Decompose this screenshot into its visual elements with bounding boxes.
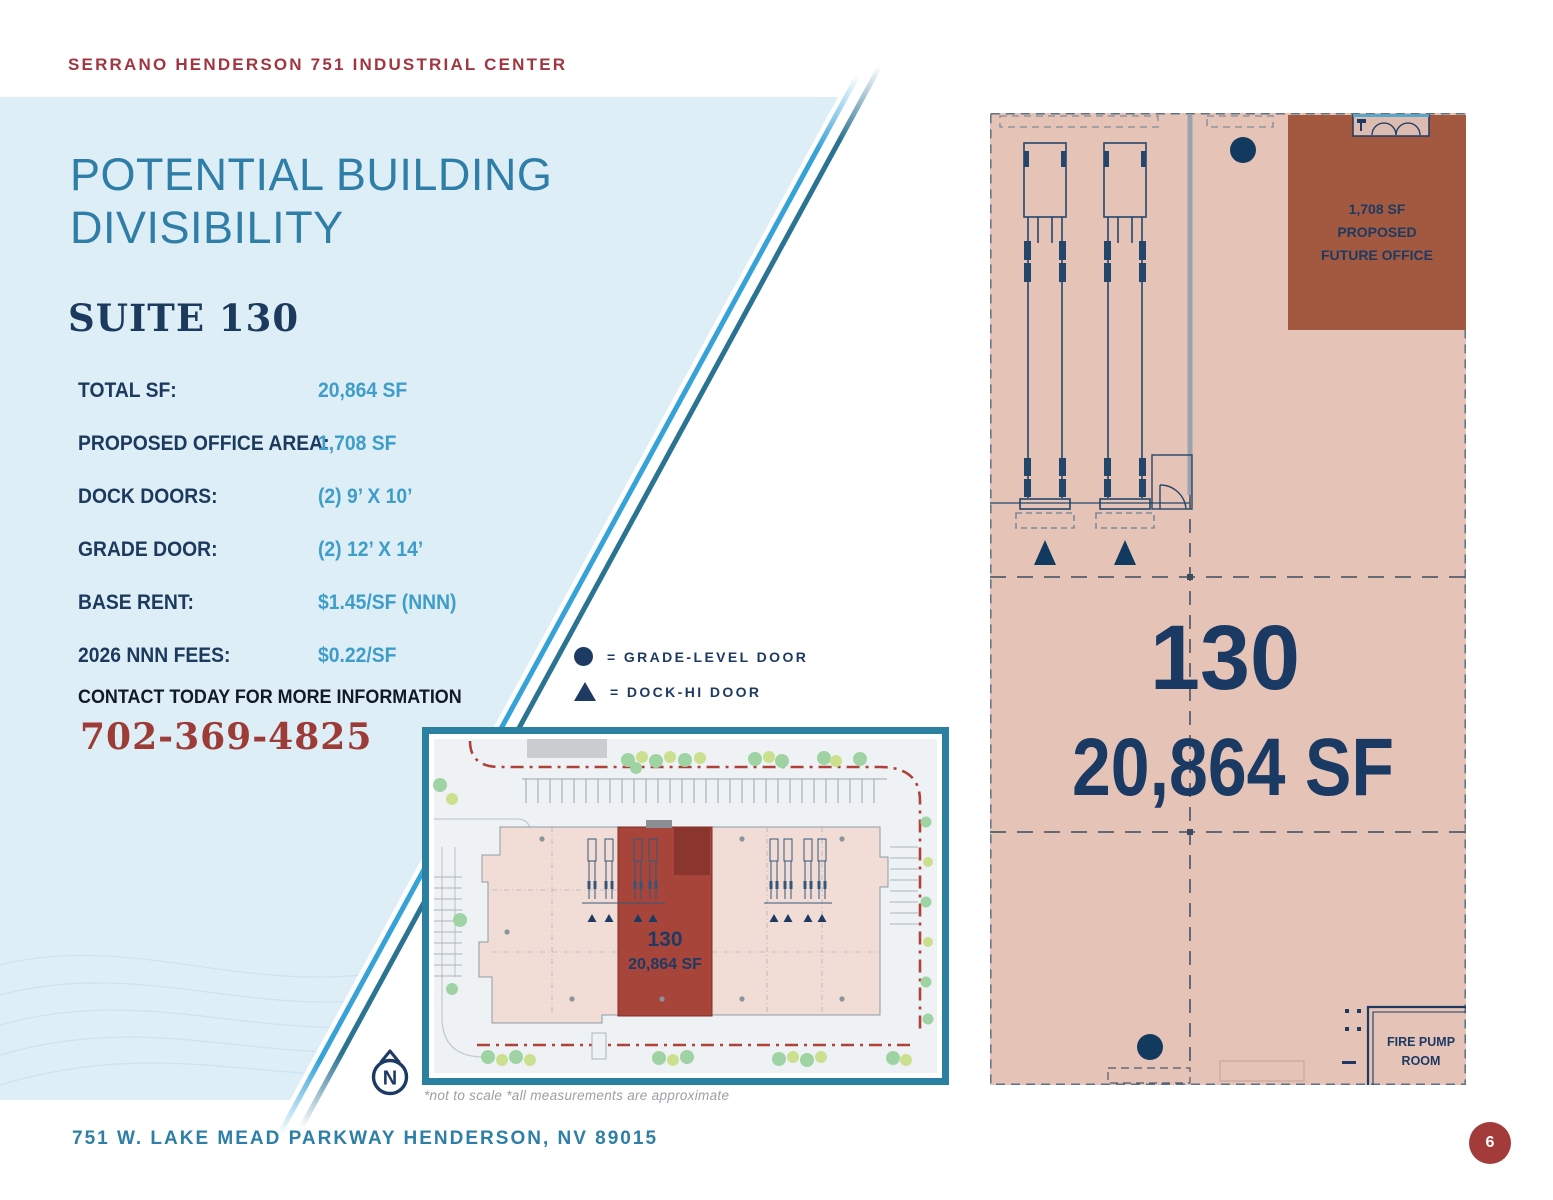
footer-address: 751 W. LAKE MEAD PARKWAY HENDERSON, NV 8… [72, 1128, 659, 1149]
grade-level-door-marker-bottom [1137, 1034, 1163, 1060]
svg-text:PROPOSED: PROPOSED [1337, 224, 1416, 240]
svg-text:1,708 SF: 1,708 SF [1349, 201, 1406, 217]
mini-dock-hi-markers [587, 914, 827, 922]
driveway-pad [527, 739, 607, 758]
dock-canopies [999, 115, 1274, 128]
building-grid-lines [492, 827, 880, 1015]
legend-label: = GRADE-LEVEL DOOR [607, 648, 809, 665]
spec-value: $1.45/SF (NNN) [318, 590, 457, 614]
grade-level-door-marker-top [1230, 137, 1256, 163]
suite-spec-list: TOTAL SF: 20,864 SF PROPOSED OFFICE AREA… [78, 364, 469, 682]
svg-text:ROOM: ROOM [1402, 1054, 1441, 1068]
page-title-line2: DIVISIBILITY [70, 202, 344, 253]
spec-row-total-sf: TOTAL SF: 20,864 SF [78, 364, 469, 417]
legend-row-grade-level: = GRADE-LEVEL DOOR [574, 646, 808, 667]
column-dots [504, 836, 845, 1002]
north-compass-icon: N [371, 1049, 409, 1096]
plan-suite-number: 130 [1150, 607, 1300, 709]
legend-row-dock-hi: = DOCK-HI DOOR [574, 681, 808, 702]
light-blue-panel [0, 97, 838, 1100]
spec-label: BASE RENT: [78, 590, 194, 614]
legend-label: = DOCK-HI DOOR [610, 683, 762, 700]
spec-value: 1,708 SF [318, 431, 397, 455]
project-header: SERRANO HENDERSON 751 INDUSTRIAL CENTER [68, 55, 568, 74]
utility-markers [1342, 1009, 1361, 1064]
property-boundary-line [468, 740, 922, 1047]
door-legend: = GRADE-LEVEL DOOR = DOCK-HI DOOR [574, 646, 808, 702]
page-title: POTENTIAL BUILDING DIVISIBILITY [70, 148, 552, 254]
contact-phone-number: 702-369-4825 [80, 716, 373, 758]
dock-hi-door-markers [1034, 540, 1136, 565]
dock-hi-door-icon [574, 682, 596, 701]
suite-heading: SUITE 130 [68, 296, 300, 340]
parking-stalls-sides [434, 846, 918, 977]
plan-outline [990, 113, 1466, 1085]
site-plan-map: 130 20,864 SF [422, 727, 949, 1085]
diagonal-line-teal [298, 64, 883, 1130]
suite-130-office-box [674, 827, 710, 875]
page-number: 6 [1485, 1134, 1495, 1151]
spec-label: PROPOSED OFFICE AREA: [78, 431, 330, 455]
plan-suite-area: 20,864 SF [1072, 722, 1394, 813]
site-entry-post [591, 1032, 607, 1060]
future-office-area: 1,708 SF PROPOSED FUTURE OFFICE [1288, 115, 1466, 330]
canopy-hatch [646, 820, 672, 828]
restroom-fixtures [1352, 114, 1430, 137]
contact-prompt: CONTACT TODAY FOR MORE INFORMATION [78, 686, 462, 708]
grade-door-opening [1107, 1067, 1191, 1084]
mini-suite-number: 130 [647, 928, 682, 951]
spec-value: (2) 9’ X 10’ [318, 484, 413, 508]
diagonal-line-bright-blue [276, 73, 861, 1137]
ramp-outline [1219, 1060, 1305, 1082]
svg-text:N: N [383, 1068, 397, 1090]
svg-text:FIRE PUMP: FIRE PUMP [1387, 1035, 1455, 1049]
spec-label: DOCK DOORS: [78, 484, 218, 508]
spec-value: (2) 12’ X 14’ [318, 537, 424, 561]
column-grid-lines [990, 495, 1466, 1071]
grade-level-door-icon [574, 647, 593, 666]
spec-row-base-rent: BASE RENT: $1.45/SF (NNN) [78, 576, 469, 629]
spec-label: TOTAL SF: [78, 378, 177, 402]
spec-label: 2026 NNN FEES: [78, 643, 231, 667]
svg-text:FUTURE OFFICE: FUTURE OFFICE [1321, 247, 1433, 263]
spec-row-nnn-fees: 2026 NNN FEES: $0.22/SF [78, 629, 469, 682]
site-plan-caption: *not to scale *all measurements are appr… [424, 1088, 730, 1103]
spec-row-office-area: PROPOSED OFFICE AREA: 1,708 SF [78, 417, 469, 470]
parking-stalls-top [522, 778, 887, 803]
trees [433, 751, 934, 1067]
man-door [1151, 454, 1193, 510]
spec-row-grade-door: GRADE DOOR: (2) 12’ X 14’ [78, 523, 469, 576]
spec-row-dock-doors: DOCK DOORS: (2) 9’ X 10’ [78, 470, 469, 523]
page-title-line1: POTENTIAL BUILDING [70, 149, 553, 200]
spec-value: $0.22/SF [318, 643, 397, 667]
spec-value: 20,864 SF [318, 378, 408, 402]
mini-suite-area: 20,864 SF [628, 956, 702, 973]
fire-pump-room: FIRE PUMP ROOM [1366, 1005, 1466, 1085]
column-node [1187, 829, 1193, 835]
floor-plan: 1,708 SF PROPOSED FUTURE OFFICE 130 20,8… [990, 113, 1466, 1085]
spec-label: GRADE DOOR: [78, 537, 218, 561]
page-number-badge: 6 [1469, 1122, 1511, 1164]
column-node [1187, 574, 1193, 580]
